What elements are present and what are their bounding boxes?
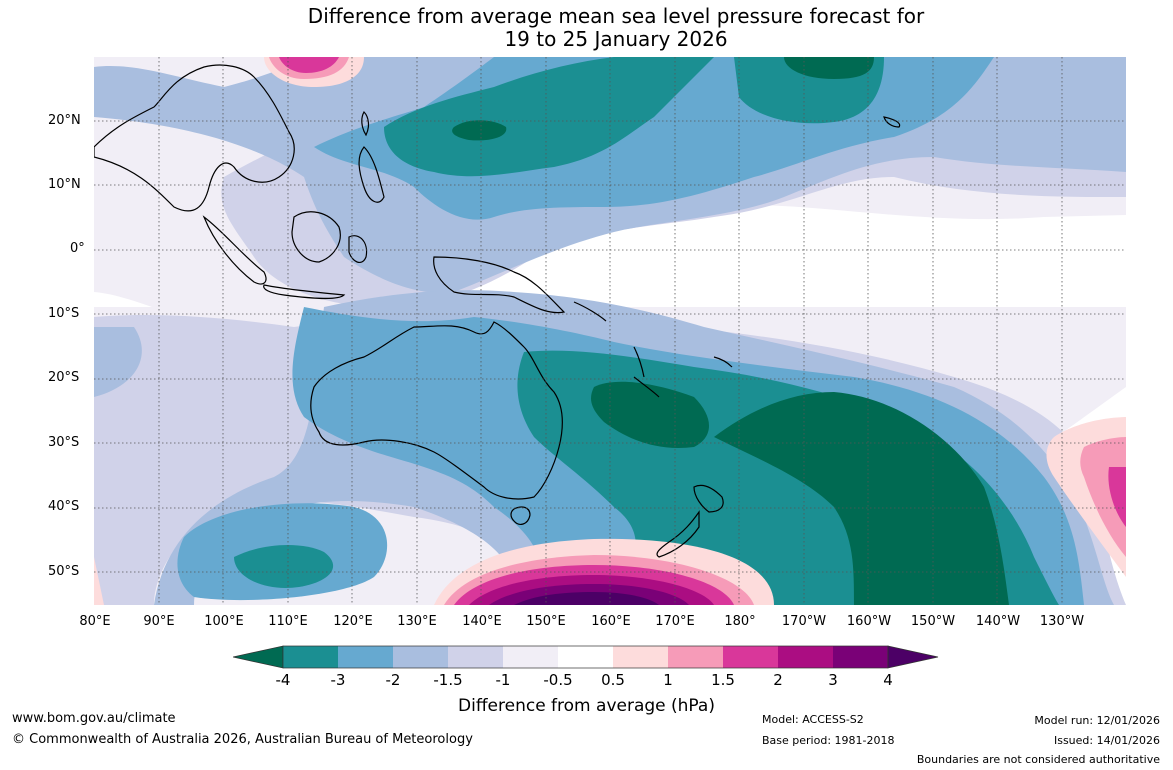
colorbar-tick-label: -0.5 xyxy=(543,671,573,689)
lat-label: 30°S xyxy=(48,435,80,450)
fiji-coastline xyxy=(713,356,733,368)
colorbar-swatch xyxy=(283,646,338,668)
taiwan-coastline xyxy=(361,111,370,137)
colorbar-swatch xyxy=(668,646,723,668)
lat-label: 20°S xyxy=(48,370,80,385)
lon-label: 80°E xyxy=(79,614,111,629)
website-link[interactable]: www.bom.gov.au/climate xyxy=(12,711,176,726)
tasmania-coastline xyxy=(510,506,531,525)
colorbar-tick-label: -1 xyxy=(495,671,511,689)
colorbar-swatch xyxy=(503,646,558,668)
boundaries-disclaimer: Boundaries are not considered authoritat… xyxy=(916,753,1160,766)
colorbar-tick-label: -3 xyxy=(330,671,346,689)
new-zealand-north-coastline xyxy=(693,484,724,513)
anomaly-band-minus-4 xyxy=(452,57,1009,605)
colorbar-swatch xyxy=(558,646,613,668)
lon-label: 170°E xyxy=(655,614,695,629)
colorbar xyxy=(233,645,939,669)
lon-label: 110°E xyxy=(268,614,308,629)
hawaii-coastline xyxy=(883,116,901,128)
vanuatu-coastline xyxy=(633,346,645,378)
model-run-date: Model run: 12/01/2026 xyxy=(1034,714,1160,727)
lat-label: 10°N xyxy=(48,177,81,192)
anomaly-band-plus-4 xyxy=(514,592,659,605)
borneo-coastline xyxy=(291,211,341,263)
australia-coastline xyxy=(310,321,563,500)
new-caledonia-coastline xyxy=(633,376,660,398)
lat-label: 50°S xyxy=(48,564,80,579)
colorbar-tick-label: 1.5 xyxy=(711,671,735,689)
colorbar-tick-label: 0.5 xyxy=(601,671,625,689)
sulawesi-coastline xyxy=(348,235,368,264)
lon-label: 100°E xyxy=(204,614,244,629)
colorbar-title: Difference from average (hPa) xyxy=(458,696,715,716)
lat-label: 10°S xyxy=(48,306,80,321)
colorbar-tick-label: -1.5 xyxy=(433,671,463,689)
lon-label: 160°W xyxy=(846,614,892,629)
colorbar-extend-high xyxy=(887,645,939,669)
lon-label: 150°E xyxy=(526,614,566,629)
colorbar-swatch xyxy=(393,646,448,668)
colorbar-tick-label: 3 xyxy=(828,671,838,689)
lon-label: 130°W xyxy=(1039,614,1085,629)
colorbar-tick-label: 4 xyxy=(883,671,893,689)
lat-label: 40°S xyxy=(48,499,80,514)
lat-label: 20°N xyxy=(48,113,81,128)
lon-label: 130°E xyxy=(397,614,437,629)
colorbar-extend-low xyxy=(233,645,284,669)
java-coastline xyxy=(263,284,346,299)
colorbar-tick-label: 2 xyxy=(773,671,783,689)
philippines-coastline xyxy=(358,146,385,203)
lat-label: 0° xyxy=(70,241,85,256)
colorbar-swatch xyxy=(723,646,778,668)
pressure-anomaly-map xyxy=(94,57,1126,605)
colorbar-tick-label: 1 xyxy=(663,671,673,689)
colorbar-swatch xyxy=(448,646,503,668)
solomon-islands-coastline xyxy=(573,301,607,322)
lon-label: 140°W xyxy=(975,614,1021,629)
mainland-asia-coastline xyxy=(94,64,295,212)
map-title-line2: 19 to 25 January 2026 xyxy=(504,27,728,51)
lon-label: 120°E xyxy=(333,614,373,629)
lon-label: 90°E xyxy=(143,614,175,629)
colorbar-swatch xyxy=(613,646,668,668)
colorbar-tick-label: -2 xyxy=(385,671,401,689)
lon-label: 140°E xyxy=(462,614,502,629)
graticule xyxy=(94,57,1126,605)
colorbar-swatch xyxy=(833,646,888,668)
base-period: Base period: 1981-2018 xyxy=(762,734,895,747)
colorbar-swatch xyxy=(778,646,833,668)
lon-label: 180° xyxy=(724,614,756,629)
model-name: Model: ACCESS-S2 xyxy=(762,713,864,726)
colorbar-swatch xyxy=(338,646,393,668)
sumatra-coastline xyxy=(202,215,267,285)
issued-date: Issued: 14/01/2026 xyxy=(1053,734,1160,747)
lon-label: 150°W xyxy=(910,614,956,629)
new-guinea-coastline xyxy=(433,256,566,314)
lon-label: 160°E xyxy=(591,614,631,629)
new-zealand-south-coastline xyxy=(656,510,700,558)
map-title-line1: Difference from average mean sea level p… xyxy=(307,4,925,28)
lon-label: 170°W xyxy=(781,614,827,629)
coastlines xyxy=(94,64,901,558)
colorbar-tick-label: -4 xyxy=(275,671,291,689)
copyright-notice: © Commonwealth of Australia 2026, Austra… xyxy=(12,732,473,747)
